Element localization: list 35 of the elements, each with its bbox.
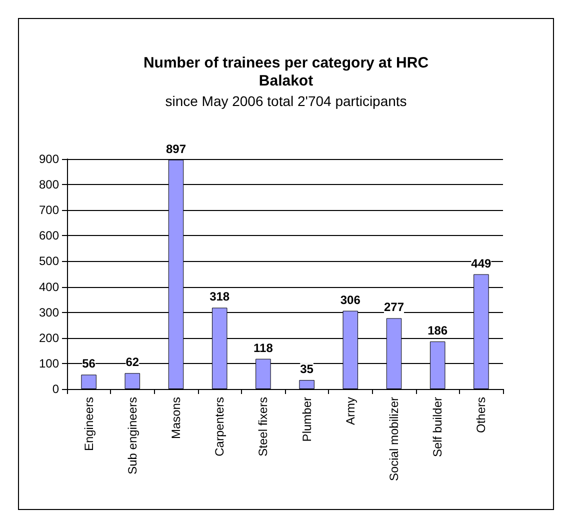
x-tick-label: Others (474, 397, 488, 434)
x-tick-label: Plumber (300, 397, 314, 442)
data-label: 449 (471, 256, 492, 270)
bar (81, 374, 96, 389)
data-label: 118 (254, 340, 274, 355)
y-tick-label: 400 (38, 280, 60, 294)
x-tick-label: Social mobilizer (387, 397, 401, 482)
data-label: 56 (82, 356, 96, 371)
data-label: 35 (300, 362, 314, 376)
data-label: 318 (210, 290, 230, 304)
bar (124, 373, 140, 389)
y-tick-label: 0 (52, 382, 60, 396)
x-tick-label: Self builder (430, 397, 445, 458)
x-tick-label: Masons (169, 397, 183, 440)
data-label: 186 (428, 323, 448, 338)
x-tick-label: Engineers (82, 397, 96, 452)
data-label: 62 (126, 355, 140, 370)
y-tick-label: 900 (38, 152, 60, 166)
data-label: 277 (384, 300, 404, 314)
x-tick-label: Carpenters (212, 397, 227, 456)
y-tick-label: 600 (38, 228, 60, 243)
x-tick-label: Steel fixers (256, 397, 270, 456)
x-tick-label: Army (343, 397, 358, 425)
y-tick-label: 700 (38, 203, 60, 218)
x-tick-label: Sub engineers (125, 397, 140, 474)
data-label: 306 (340, 292, 361, 307)
y-tick-label: 100 (38, 356, 60, 370)
data-label: 897 (166, 142, 186, 156)
y-tick-label: 800 (38, 178, 60, 192)
chart-subtitle: since May 2006 total 2'704 participants (165, 93, 407, 109)
chart-title: Number of trainees per category at HRC Balakot (143, 54, 429, 90)
y-tick-label: 200 (38, 330, 60, 345)
y-tick-label: 300 (38, 305, 60, 320)
bar (299, 380, 314, 389)
y-tick-label: 500 (38, 254, 60, 268)
